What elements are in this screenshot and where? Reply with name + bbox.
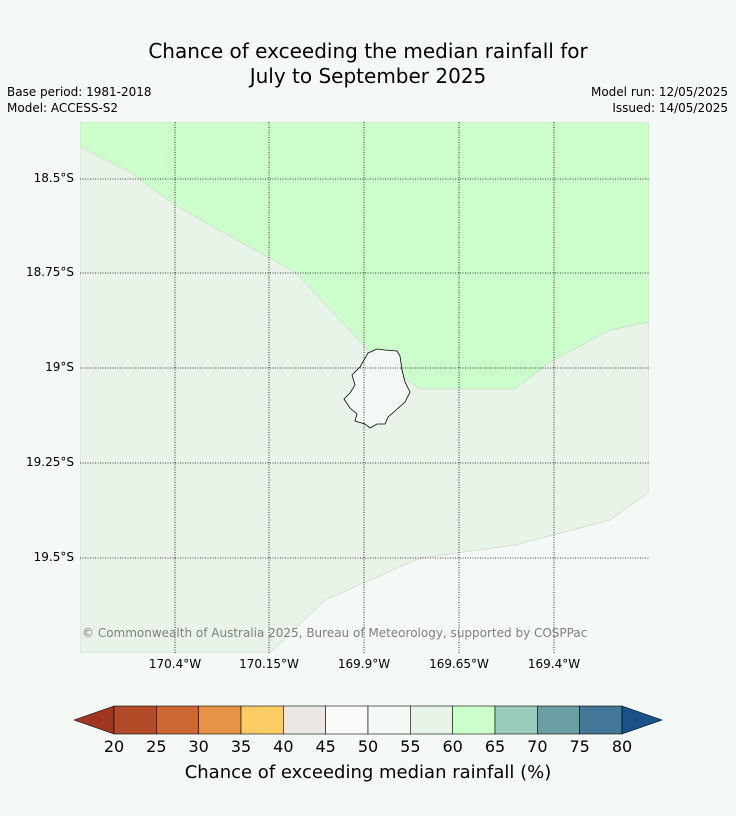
lat-label: 19.5°S — [33, 550, 74, 564]
colorbar-segment — [410, 705, 453, 735]
map-gridlines — [80, 122, 649, 653]
lat-label: 18.5°S — [33, 171, 74, 185]
colorbar-tick-label: 70 — [527, 737, 548, 756]
meta-right: Model run: 12/05/2025 Issued: 14/05/2025 — [591, 84, 728, 116]
lon-label: 170.15°W — [239, 657, 299, 671]
lon-label: 169.65°W — [429, 657, 489, 671]
colorbar-extend-high — [621, 705, 663, 735]
colorbar-extend-low — [73, 705, 115, 735]
lon-label: 169.4°W — [527, 657, 581, 671]
colorbar-segment — [494, 705, 538, 735]
map-title-line-1: Chance of exceeding the median rainfall … — [148, 39, 588, 63]
colorbar-segment — [367, 705, 411, 735]
niue-island — [343, 348, 411, 429]
colorbar-tick-label: 75 — [569, 737, 590, 756]
colorbar-tick-label: 20 — [103, 737, 125, 756]
lat-label: 19.25°S — [26, 455, 74, 469]
colorbar-tick-label: 80 — [611, 737, 633, 756]
colorbar-tick-label: 55 — [400, 737, 421, 756]
base-period-text: Base period: 1981-2018 — [7, 85, 152, 99]
colorbar-label: Chance of exceeding median rainfall (%) — [184, 762, 552, 783]
colorbar-tick-label: 45 — [315, 737, 336, 756]
issued-text: Issued: 14/05/2025 — [612, 101, 728, 115]
copyright-notice: © Commonwealth of Australia 2025, Bureau… — [82, 626, 588, 640]
colorbar-segment — [240, 705, 284, 735]
colorbar — [73, 705, 663, 735]
map-title-line-2: July to September 2025 — [249, 64, 487, 88]
colorbar-tick-label: 35 — [230, 737, 252, 756]
colorbar-tick-label: 25 — [146, 737, 167, 756]
colorbar-segment — [283, 705, 326, 735]
colorbar-tick-label: 65 — [484, 737, 506, 756]
model-run-text: Model run: 12/05/2025 — [590, 85, 728, 99]
colorbar-tick-label: 30 — [188, 737, 209, 756]
colorbar-segment — [198, 705, 242, 735]
colorbar-segment — [537, 705, 580, 735]
colorbar-segment — [452, 705, 496, 735]
model-text: Model: ACCESS-S2 — [7, 101, 119, 115]
colorbar-tick-label: 40 — [273, 737, 294, 756]
meta-left: Base period: 1981-2018 Model: ACCESS-S2 — [7, 84, 152, 116]
colorbar-tick-label: 50 — [357, 737, 379, 756]
lon-label: 169.9°W — [337, 657, 391, 671]
lat-label: 19°S — [45, 360, 74, 374]
colorbar-segment — [156, 705, 199, 735]
colorbar-tick-label: 60 — [442, 737, 463, 756]
colorbar-segment — [325, 705, 369, 735]
map-area — [80, 122, 649, 653]
lat-label: 18.75°S — [26, 265, 74, 279]
lon-label: 170.4°W — [148, 657, 202, 671]
colorbar-segment — [113, 705, 157, 735]
colorbar-segment — [579, 705, 623, 735]
